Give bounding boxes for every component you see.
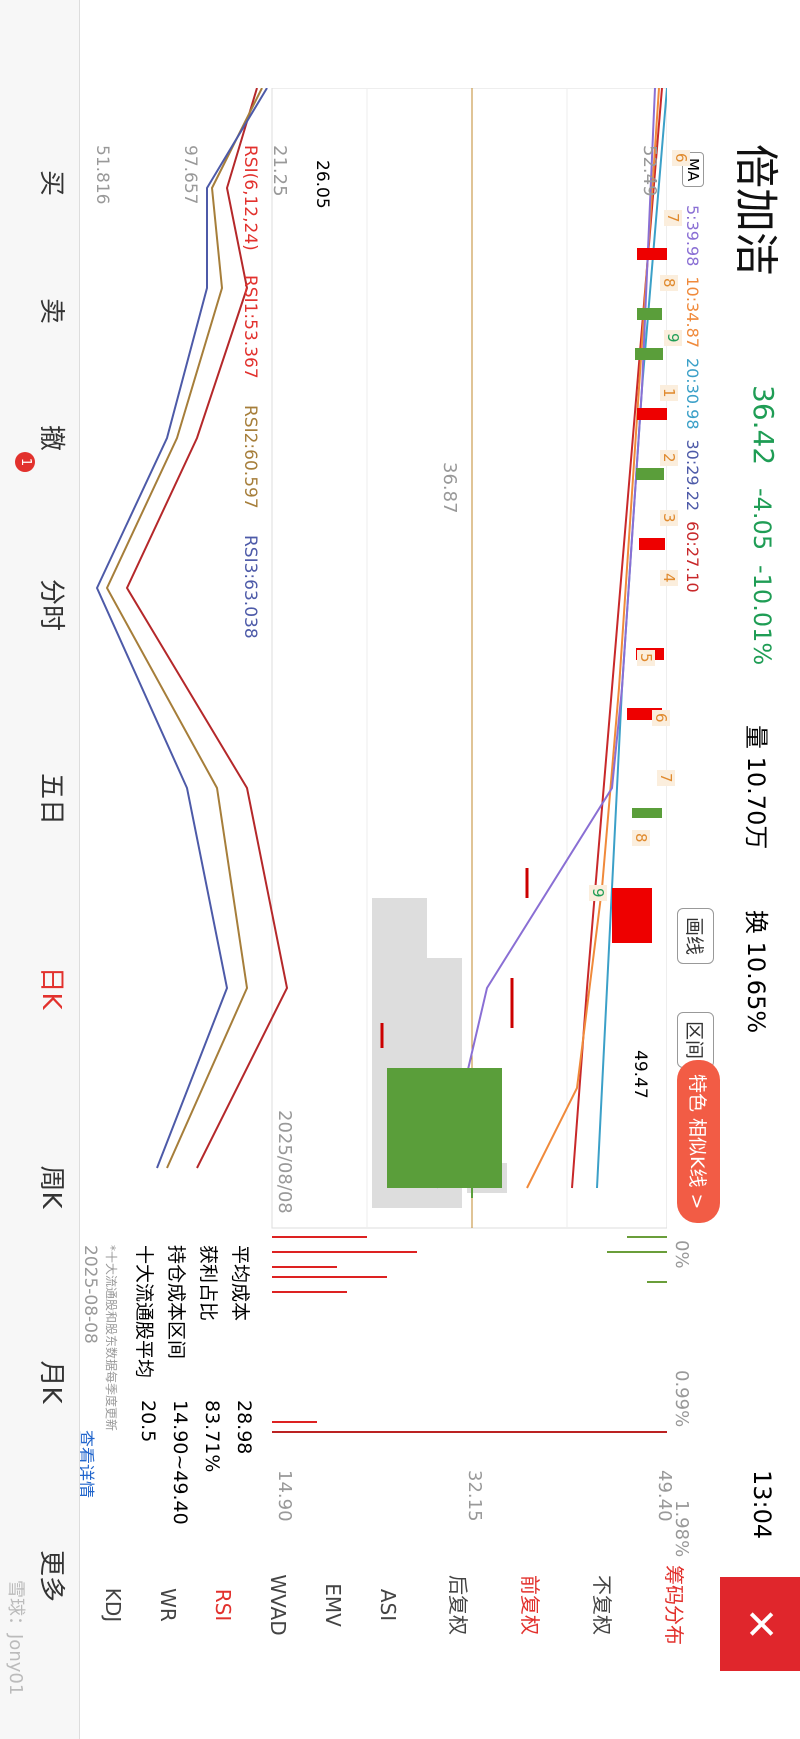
tab[interactable]: 卖 xyxy=(36,297,66,324)
rsi2: RSI2:60.597 xyxy=(240,405,260,509)
option[interactable]: 不复权 xyxy=(590,1575,614,1635)
chip-y-label: 32.15 xyxy=(464,1470,485,1522)
chart-date: 2025/08/08 xyxy=(274,1110,295,1214)
sequence-label: 3 xyxy=(660,510,678,526)
option[interactable]: 前复权 xyxy=(518,1575,542,1635)
rsi-top: 97.657 xyxy=(180,145,200,205)
tab[interactable]: 日K xyxy=(36,966,66,1010)
kline-chart xyxy=(95,88,667,1229)
tab[interactable]: 撤 xyxy=(36,424,66,451)
watermark: 雪球：Jony01 xyxy=(5,1580,26,1696)
price-label: 21.25 xyxy=(269,145,290,197)
chip-stat-label: 十大流通股平均 xyxy=(133,1245,155,1379)
ma-line xyxy=(526,88,660,1189)
chip-note: *十大流通股和股东数据每季度更新 xyxy=(104,1245,118,1432)
stock-name: 倍加洁 xyxy=(730,144,781,276)
ma-value: 10:34.87 xyxy=(683,276,702,348)
chip-stat-value: 14.90~49.40 xyxy=(169,1400,191,1525)
option[interactable]: EMV xyxy=(321,1583,345,1627)
chip-x-label: 0% xyxy=(671,1240,692,1269)
rsi3: RSI3:63.038 xyxy=(240,535,260,639)
price-label: 36.87 xyxy=(439,462,460,514)
chip-stat-value: 28.98 xyxy=(233,1400,255,1455)
option[interactable]: ASI xyxy=(376,1588,400,1622)
price-label: 52.49 xyxy=(639,145,660,197)
sequence-label: 5 xyxy=(637,650,655,666)
chip-date: 2025-08-08 xyxy=(80,1245,100,1344)
option[interactable]: RSI xyxy=(211,1588,235,1622)
sequence-label: 9 xyxy=(589,885,607,901)
sequence-label: 1 xyxy=(660,385,678,401)
ma-value: 60:27.10 xyxy=(683,521,702,593)
change: -4.05 xyxy=(748,488,776,551)
time: 13:04 xyxy=(748,1470,776,1540)
sequence-label: 7 xyxy=(664,210,682,226)
sequence-label: 6 xyxy=(652,710,670,726)
rsi-lines xyxy=(95,88,289,1169)
close-button[interactable]: ✕ xyxy=(720,1577,800,1671)
ma-value: 5:39.98 xyxy=(683,205,702,267)
frame xyxy=(271,88,667,1229)
rsi-bottom: 51.816 xyxy=(92,145,112,205)
similar-kline-button[interactable]: 特色 相似K线 > xyxy=(677,1060,720,1224)
sequence-label: 7 xyxy=(657,770,675,786)
volume: 量 10.70万 xyxy=(742,725,770,850)
option[interactable]: 筹码分布 xyxy=(662,1565,686,1645)
rsi1: RSI1:53.367 xyxy=(240,275,260,379)
chip-stat-label: 获利占比 xyxy=(197,1245,219,1322)
turnover: 换 10.65% xyxy=(742,910,770,1034)
tab[interactable]: 五日 xyxy=(36,772,66,825)
sequence-label: 4 xyxy=(660,570,678,586)
tab[interactable]: 周K xyxy=(36,1165,66,1209)
low-label: 26.05 xyxy=(312,160,332,209)
tab[interactable]: 买 xyxy=(36,169,66,196)
price: 36.42 xyxy=(747,385,780,466)
ma-value: 30:29.22 xyxy=(683,439,702,512)
tab[interactable]: 分时 xyxy=(36,578,66,631)
ma-values: 5:39.98 10:34.87 20:30.98 30:29.22 60:27.10 xyxy=(683,205,702,603)
option[interactable]: 后复权 xyxy=(446,1575,470,1635)
change-pct: -10.01% xyxy=(748,565,776,666)
option[interactable]: KDJ xyxy=(101,1587,125,1623)
chip-stat-value: 20.5 xyxy=(137,1400,159,1443)
chip-stat-value: 83.71% xyxy=(201,1400,223,1473)
option[interactable]: WR xyxy=(156,1588,180,1622)
chip-stat-label: 平均成本 xyxy=(229,1245,251,1322)
sequence-label: 6 xyxy=(672,150,690,166)
high-label: 49.47 xyxy=(630,1050,650,1099)
rsi-title: RSI(6,12,24) xyxy=(240,145,260,251)
chip-x-label: 0.99% xyxy=(671,1370,692,1428)
sequence-label: 8 xyxy=(660,275,678,291)
chip-y-label: 14.90 xyxy=(274,1470,295,1522)
option[interactable]: WVAD xyxy=(266,1574,290,1636)
chip-stat-label: 持仓成本区间 xyxy=(165,1245,187,1360)
badge: 1 xyxy=(15,452,35,472)
sequence-label: 2 xyxy=(660,450,678,466)
sequence-label: 8 xyxy=(632,830,650,846)
tab[interactable]: 更多 xyxy=(36,1549,66,1602)
chip-chart xyxy=(272,1236,667,1433)
draw-line-button[interactable]: 画线 xyxy=(677,908,714,965)
sequence-label: 9 xyxy=(664,330,682,346)
chip-y-label: 49.40 xyxy=(654,1470,675,1522)
tab[interactable]: 月K xyxy=(36,1360,66,1404)
ma-value: 20:30.98 xyxy=(683,357,702,430)
